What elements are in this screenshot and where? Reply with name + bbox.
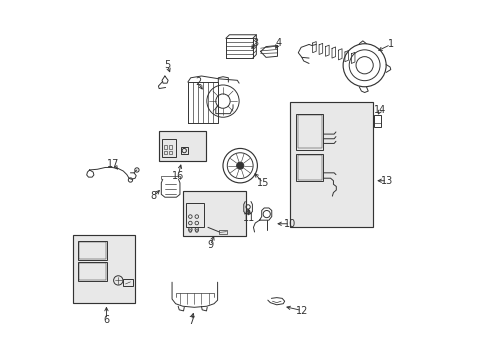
Bar: [180, 147, 187, 154]
Text: 6: 6: [103, 315, 109, 325]
Bar: [164, 145, 167, 149]
Bar: [169, 150, 172, 154]
Bar: [297, 155, 322, 180]
Bar: [297, 115, 322, 148]
Text: 11: 11: [242, 213, 254, 222]
Bar: [373, 116, 380, 127]
Text: 12: 12: [295, 306, 307, 315]
Bar: [159, 131, 205, 161]
Bar: [183, 192, 246, 235]
Text: 5: 5: [164, 60, 170, 70]
Circle shape: [236, 162, 244, 169]
Bar: [122, 279, 133, 286]
Bar: [186, 203, 203, 227]
Text: 14: 14: [373, 105, 386, 115]
Bar: [296, 114, 323, 149]
Bar: [219, 230, 227, 234]
Bar: [162, 139, 175, 157]
Text: 2: 2: [194, 77, 201, 87]
Text: 8: 8: [150, 191, 157, 201]
Bar: [78, 241, 107, 260]
Text: 3: 3: [252, 38, 258, 48]
Bar: [296, 154, 323, 181]
Text: 10: 10: [284, 219, 296, 229]
Text: 16: 16: [172, 171, 184, 181]
Text: 1: 1: [387, 40, 393, 49]
Bar: [164, 150, 167, 154]
Text: 7: 7: [188, 316, 194, 325]
Bar: [169, 145, 172, 149]
Text: 9: 9: [207, 240, 213, 250]
Text: 4: 4: [275, 38, 281, 48]
Text: 13: 13: [380, 176, 392, 186]
Text: 17: 17: [107, 159, 120, 169]
Bar: [290, 102, 372, 227]
Bar: [78, 262, 107, 281]
Bar: [73, 234, 135, 303]
Text: 15: 15: [256, 178, 269, 188]
